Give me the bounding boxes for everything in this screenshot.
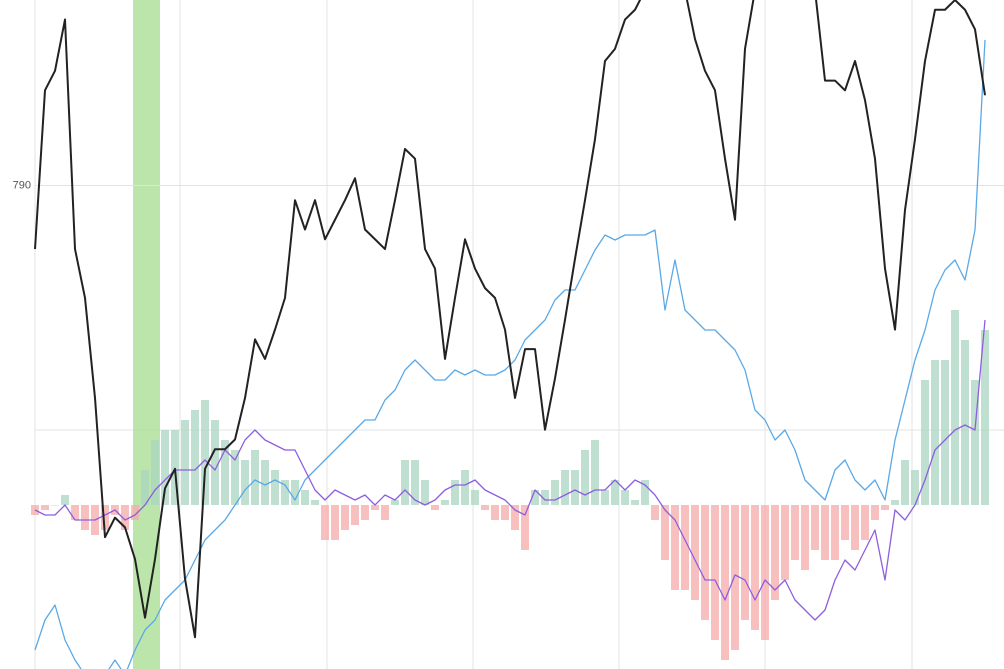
- histogram-bar: [651, 505, 659, 520]
- histogram-bar: [51, 505, 59, 506]
- histogram-bar: [901, 460, 909, 505]
- line-series: [34, 319, 986, 621]
- histogram-bar: [691, 505, 699, 600]
- histogram-bar: [241, 460, 249, 505]
- histogram-bar: [941, 360, 949, 505]
- histogram-bar: [461, 470, 469, 505]
- line-series: [34, 0, 986, 639]
- histogram-bar: [451, 480, 459, 505]
- histogram-bar: [41, 505, 49, 510]
- histogram-bar: [181, 420, 189, 505]
- histogram-bar: [81, 505, 89, 530]
- histogram-bar: [541, 490, 549, 505]
- histogram-bar: [861, 505, 869, 540]
- histogram-bar: [851, 505, 859, 550]
- histogram-bar: [611, 480, 619, 505]
- histogram-bar: [561, 470, 569, 505]
- histogram-bar: [471, 490, 479, 505]
- histogram-bar: [491, 505, 499, 520]
- histogram-bar: [621, 490, 629, 505]
- histogram-bar: [141, 470, 149, 505]
- histogram-bar: [191, 410, 199, 505]
- histogram-bar: [101, 505, 109, 530]
- histogram-bar: [781, 505, 789, 580]
- histogram-bar: [61, 495, 69, 505]
- histogram-bar: [911, 470, 919, 505]
- histogram-bar: [281, 480, 289, 505]
- histogram-bar: [521, 505, 529, 550]
- histogram-bar: [741, 505, 749, 620]
- histogram-bar: [391, 500, 399, 505]
- histogram-bar: [881, 505, 889, 510]
- histogram-bar: [601, 490, 609, 505]
- histogram-bar: [971, 380, 979, 505]
- histogram-bar: [131, 505, 139, 520]
- histogram-bar: [581, 450, 589, 505]
- histogram-bar: [151, 440, 159, 505]
- histogram-bar: [371, 505, 379, 510]
- grid: [34, 0, 1004, 669]
- histogram-bar: [571, 470, 579, 505]
- histogram-bar: [231, 450, 239, 505]
- histogram-bar: [811, 505, 819, 550]
- histogram-bar: [801, 505, 809, 570]
- histogram-bar: [171, 430, 179, 505]
- histogram-bar: [731, 505, 739, 650]
- histogram-bar: [591, 440, 599, 505]
- histogram-bar: [311, 500, 319, 505]
- y-tick-label: 790: [13, 179, 31, 191]
- histogram-bar: [701, 505, 709, 620]
- histogram-bar: [771, 505, 779, 600]
- histogram-bar: [831, 505, 839, 560]
- histogram-bar: [331, 505, 339, 540]
- histogram-bar: [671, 505, 679, 590]
- histogram-bar: [271, 470, 279, 505]
- histogram-bar: [841, 505, 849, 540]
- histogram-bar: [221, 440, 229, 505]
- histogram-bar: [981, 330, 989, 505]
- histogram-bar: [951, 310, 959, 505]
- histogram-bar: [361, 505, 369, 520]
- histogram-bar: [531, 490, 539, 505]
- histogram-bar: [641, 480, 649, 505]
- histogram-bar: [71, 505, 79, 520]
- histogram-bar: [721, 505, 729, 660]
- histogram-bar: [921, 380, 929, 505]
- histogram-bar: [321, 505, 329, 540]
- histogram-bar: [791, 505, 799, 560]
- histogram-bar: [411, 460, 419, 505]
- histogram-bar: [711, 505, 719, 640]
- histogram-bar: [931, 360, 939, 505]
- histogram-bar: [431, 505, 439, 510]
- histogram-bar: [301, 490, 309, 505]
- histogram-bar: [121, 505, 129, 530]
- histogram-bar: [351, 505, 359, 525]
- histogram-bar: [201, 400, 209, 505]
- histogram-bar: [341, 505, 349, 530]
- histogram-bar: [441, 500, 449, 505]
- histogram-bar: [751, 505, 759, 630]
- histogram-bar: [161, 430, 169, 505]
- histogram-bar: [631, 500, 639, 505]
- histogram-bar: [261, 460, 269, 505]
- histogram-bar: [291, 480, 299, 505]
- histogram-bar: [891, 500, 899, 505]
- histogram-bar: [511, 505, 519, 530]
- histogram-bar: [681, 505, 689, 590]
- histogram-bar: [211, 420, 219, 505]
- histogram-bar: [961, 340, 969, 505]
- histogram-bar: [381, 505, 389, 520]
- line-series: [34, 39, 986, 669]
- histogram-bar: [251, 450, 259, 505]
- histogram-bar: [661, 505, 669, 560]
- histogram-bar: [551, 480, 559, 505]
- histogram-bar: [821, 505, 829, 560]
- histogram-bar: [871, 505, 879, 520]
- histogram-bar: [761, 505, 769, 640]
- histogram-bar: [401, 460, 409, 505]
- histogram-bar: [501, 505, 509, 520]
- histogram-bar: [481, 505, 489, 510]
- histogram-bar: [421, 480, 429, 505]
